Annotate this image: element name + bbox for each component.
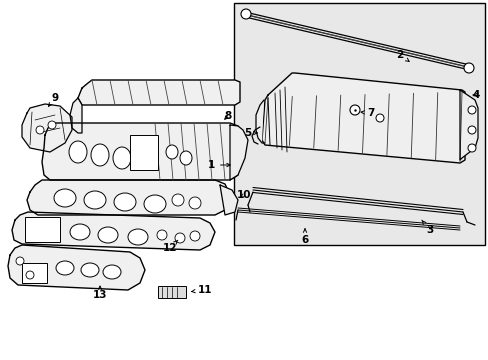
Circle shape <box>241 9 250 19</box>
Text: 11: 11 <box>191 285 212 295</box>
Text: 8: 8 <box>224 111 231 121</box>
Polygon shape <box>70 98 82 133</box>
Text: 5: 5 <box>244 128 257 138</box>
Circle shape <box>375 114 383 122</box>
Bar <box>158 286 185 298</box>
Circle shape <box>463 63 473 73</box>
Ellipse shape <box>98 227 118 243</box>
Polygon shape <box>262 73 464 163</box>
Polygon shape <box>78 80 240 105</box>
Ellipse shape <box>56 261 74 275</box>
Circle shape <box>349 105 359 115</box>
Circle shape <box>189 197 201 209</box>
Circle shape <box>16 257 24 265</box>
Bar <box>130 135 158 170</box>
Text: 7: 7 <box>360 108 374 118</box>
Ellipse shape <box>69 141 87 163</box>
Text: 10: 10 <box>236 190 251 200</box>
Polygon shape <box>220 185 238 215</box>
Circle shape <box>467 106 475 114</box>
Ellipse shape <box>84 191 106 209</box>
Ellipse shape <box>165 145 178 159</box>
Ellipse shape <box>70 224 90 240</box>
Text: 6: 6 <box>301 229 308 245</box>
Circle shape <box>190 231 200 241</box>
Circle shape <box>48 121 56 129</box>
Text: 2: 2 <box>396 50 408 62</box>
Circle shape <box>467 144 475 152</box>
Polygon shape <box>22 104 72 152</box>
Text: 3: 3 <box>421 220 433 235</box>
Polygon shape <box>256 100 264 143</box>
Ellipse shape <box>54 189 76 207</box>
Polygon shape <box>42 123 238 180</box>
Text: 9: 9 <box>48 93 59 106</box>
Circle shape <box>172 194 183 206</box>
Ellipse shape <box>128 229 148 245</box>
Ellipse shape <box>81 263 99 277</box>
Polygon shape <box>12 212 215 250</box>
Circle shape <box>467 126 475 134</box>
Ellipse shape <box>114 193 136 211</box>
Bar <box>234 3 484 245</box>
Ellipse shape <box>103 265 121 279</box>
Polygon shape <box>459 90 477 160</box>
Ellipse shape <box>91 144 109 166</box>
Circle shape <box>175 233 184 243</box>
Polygon shape <box>27 180 229 215</box>
Ellipse shape <box>180 151 192 165</box>
Text: 12: 12 <box>163 240 178 253</box>
Circle shape <box>36 126 44 134</box>
Polygon shape <box>8 245 145 290</box>
Circle shape <box>157 230 167 240</box>
Text: 4: 4 <box>471 90 479 100</box>
Bar <box>25 217 60 242</box>
Polygon shape <box>229 125 247 180</box>
Bar <box>22 263 47 283</box>
Ellipse shape <box>113 147 131 169</box>
Ellipse shape <box>143 195 165 213</box>
Text: 13: 13 <box>93 286 107 300</box>
Circle shape <box>26 271 34 279</box>
Text: 1: 1 <box>207 160 230 170</box>
